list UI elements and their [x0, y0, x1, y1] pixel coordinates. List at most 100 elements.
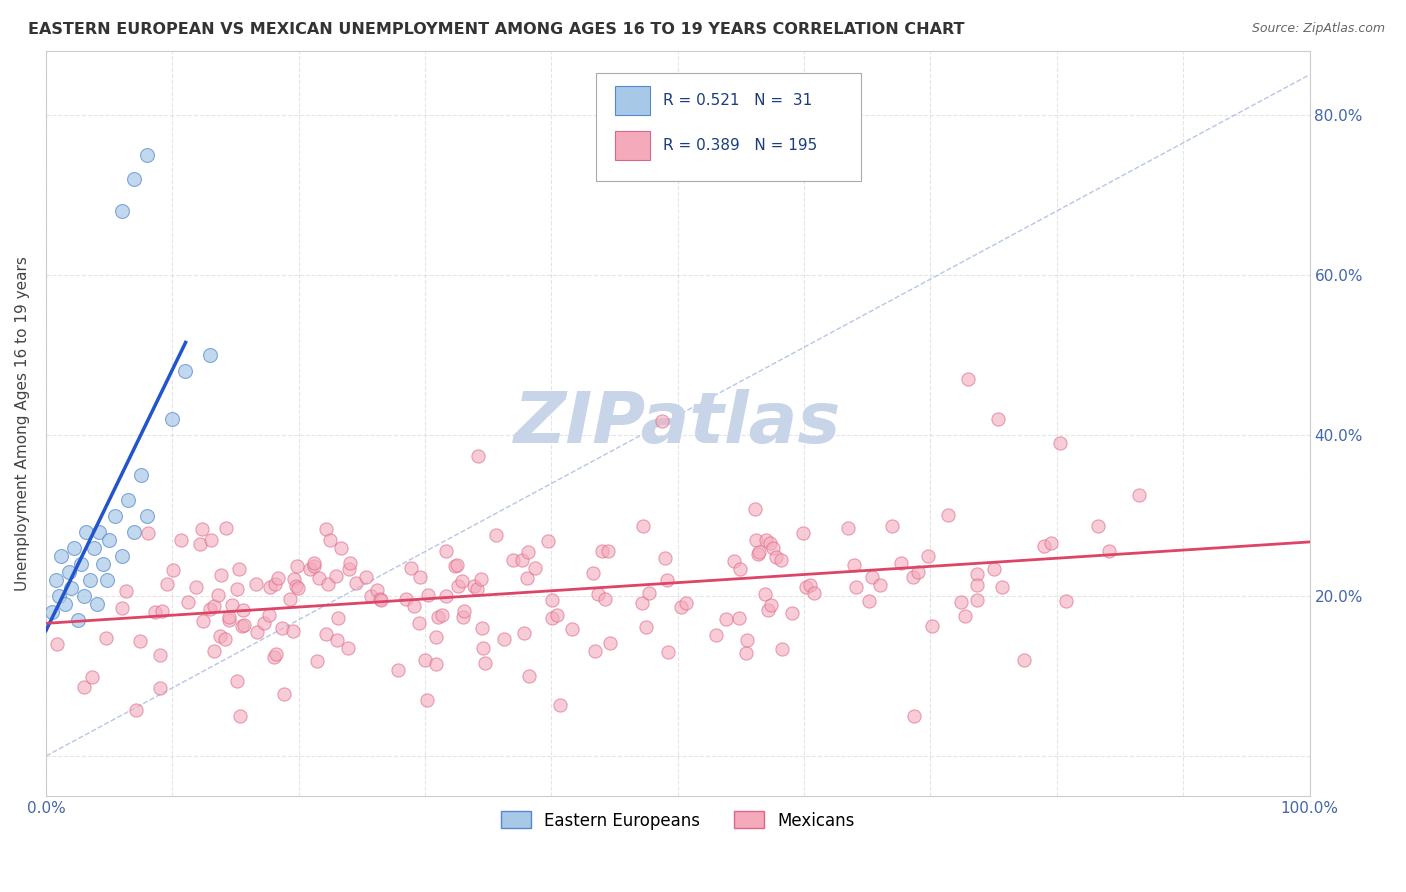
Point	[837, 521, 859, 535]
Point	[654, 550, 676, 565]
Point	[657, 645, 679, 659]
Point	[765, 549, 787, 564]
Point	[762, 541, 785, 555]
Point	[315, 522, 337, 536]
Point	[80, 670, 103, 684]
Point	[953, 609, 976, 624]
Point	[901, 570, 924, 584]
Point	[983, 562, 1005, 576]
Point	[591, 543, 613, 558]
Point	[75, 524, 97, 539]
Point	[991, 580, 1014, 594]
Point	[758, 536, 780, 550]
Point	[470, 572, 492, 586]
Point	[769, 553, 792, 567]
Point	[917, 549, 939, 563]
Point	[215, 521, 238, 535]
Point	[1040, 536, 1063, 550]
Point	[356, 570, 378, 584]
Point	[966, 593, 988, 607]
Point	[782, 606, 804, 620]
Point	[209, 567, 232, 582]
Point	[98, 533, 121, 547]
Point	[208, 629, 231, 643]
Point	[583, 643, 606, 657]
Point	[637, 586, 659, 600]
Point	[58, 565, 80, 579]
Point	[170, 533, 193, 548]
Point	[136, 508, 159, 523]
Point	[111, 549, 134, 563]
Point	[285, 559, 308, 574]
Point	[593, 591, 616, 606]
Point	[761, 598, 783, 612]
Point	[136, 526, 159, 541]
Point	[966, 567, 988, 582]
Point	[394, 591, 416, 606]
Point	[86, 597, 108, 611]
Point	[339, 556, 361, 570]
Point	[1087, 518, 1109, 533]
Point	[218, 610, 240, 624]
Point	[49, 549, 72, 563]
Point	[755, 533, 778, 547]
Point	[418, 588, 440, 602]
Point	[87, 524, 110, 539]
Point	[463, 579, 485, 593]
Point	[191, 614, 214, 628]
Point	[316, 576, 339, 591]
Point	[337, 640, 360, 655]
Point	[176, 595, 198, 609]
Point	[214, 632, 236, 647]
Point	[200, 348, 222, 362]
Point	[202, 599, 225, 614]
Point	[471, 621, 494, 635]
Point	[444, 558, 467, 573]
Text: Source: ZipAtlas.com: Source: ZipAtlas.com	[1251, 22, 1385, 36]
Point	[200, 601, 222, 615]
Point	[60, 581, 83, 595]
Point	[225, 673, 247, 688]
Point	[253, 615, 276, 630]
Point	[1098, 544, 1121, 558]
Point	[266, 571, 288, 585]
Point	[735, 633, 758, 648]
Point	[402, 599, 425, 614]
Text: ZIPatlas: ZIPatlas	[515, 389, 841, 458]
Point	[124, 172, 146, 186]
Point	[890, 556, 912, 570]
Point	[129, 633, 152, 648]
FancyBboxPatch shape	[614, 87, 650, 115]
Point	[548, 698, 571, 713]
Point	[465, 582, 488, 596]
Point	[467, 449, 489, 463]
Point	[305, 654, 328, 668]
Point	[325, 568, 347, 582]
Point	[582, 566, 605, 580]
Point	[446, 558, 468, 572]
Point	[844, 580, 866, 594]
Point	[434, 589, 457, 603]
Point	[792, 525, 814, 540]
Point	[111, 204, 134, 219]
Point	[318, 533, 340, 548]
Point	[655, 573, 678, 587]
Point	[218, 613, 240, 627]
FancyBboxPatch shape	[596, 73, 860, 181]
Point	[471, 640, 494, 655]
Point	[174, 364, 197, 378]
Point	[430, 607, 453, 622]
Point	[259, 608, 281, 623]
Point	[950, 595, 973, 609]
Point	[516, 571, 538, 585]
Point	[285, 579, 308, 593]
Point	[302, 556, 325, 570]
Point	[221, 598, 243, 612]
Point	[561, 622, 583, 636]
Point	[366, 583, 388, 598]
Point	[447, 579, 470, 593]
Point	[287, 581, 309, 595]
Point	[155, 576, 177, 591]
Point	[630, 596, 652, 610]
Point	[723, 554, 745, 568]
